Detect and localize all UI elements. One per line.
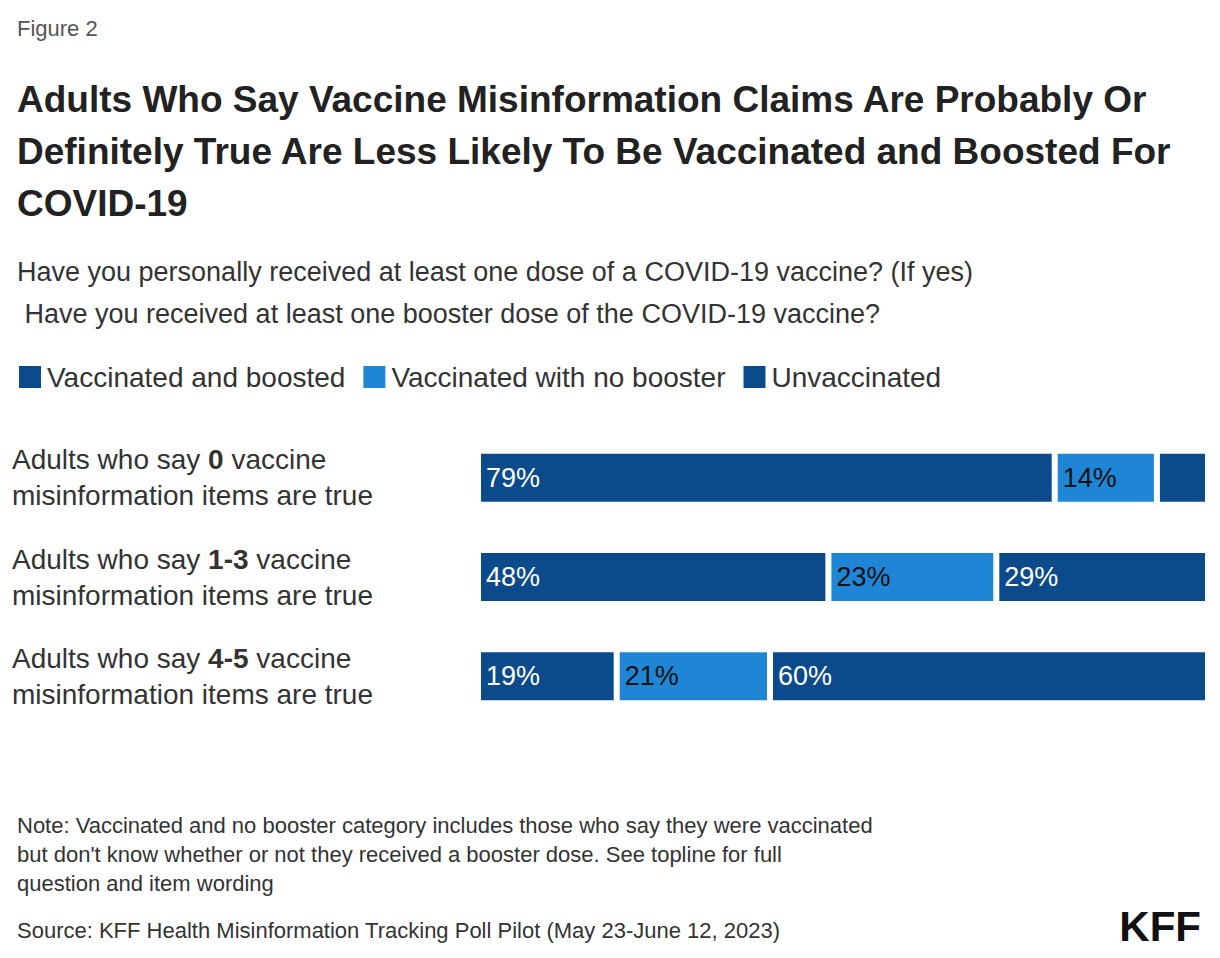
svg-text:Source: KFF Health Misinformat: Source: KFF Health Misinformation Tracki… [17, 918, 780, 943]
svg-text:4-5: 4-5 [208, 643, 248, 674]
svg-text:who: who [97, 544, 149, 575]
svg-text:Vaccinated with no booster: Vaccinated with no booster [391, 362, 725, 393]
svg-text:vaccine: vaccine [256, 643, 351, 674]
svg-text:vaccine: vaccine [256, 544, 351, 575]
svg-text:true: true [325, 480, 373, 511]
svg-text:48%: 48% [486, 562, 540, 592]
svg-text:KFF: KFF [1119, 903, 1201, 950]
svg-text:Definitely True Are Less Likel: Definitely True Are Less Likely To Be Va… [17, 131, 1181, 172]
svg-text:say: say [157, 444, 201, 475]
svg-text:Adults Who Say Vaccine Misinfo: Adults Who Say Vaccine Misinformation Cl… [17, 79, 1157, 120]
svg-text:vaccine: vaccine [231, 444, 326, 475]
svg-text:who: who [97, 444, 149, 475]
svg-text:1-3: 1-3 [208, 544, 248, 575]
svg-text:Note: Vaccinated and no booste: Note: Vaccinated and no booster category… [17, 813, 879, 838]
svg-text:misinformation: misinformation [12, 679, 194, 710]
svg-text:who: who [97, 643, 149, 674]
svg-text:items: items [202, 679, 269, 710]
svg-text:Adults: Adults [12, 544, 90, 575]
svg-text:say: say [157, 544, 201, 575]
svg-text:items: items [202, 580, 269, 611]
svg-text:Have you received at least one: Have you received at least one booster d… [17, 299, 880, 329]
svg-text:Adults: Adults [12, 643, 90, 674]
svg-text:misinformation: misinformation [12, 580, 194, 611]
svg-text:true: true [325, 679, 373, 710]
svg-text:COVID-19: COVID-19 [17, 183, 188, 224]
svg-text:misinformation: misinformation [12, 480, 194, 511]
svg-text:are: are [277, 480, 317, 511]
svg-text:are: are [277, 679, 317, 710]
svg-text:Adults: Adults [12, 444, 90, 475]
svg-text:Vaccinated and boosted: Vaccinated and boosted [47, 362, 345, 393]
svg-text:are: are [277, 580, 317, 611]
svg-text:79%: 79% [486, 463, 540, 493]
svg-text:14%: 14% [1063, 463, 1117, 493]
svg-text:21%: 21% [625, 661, 679, 691]
svg-text:true: true [325, 580, 373, 611]
svg-text:0: 0 [208, 444, 224, 475]
svg-text:question and item wording: question and item wording [17, 871, 274, 896]
svg-text:19%: 19% [486, 661, 540, 691]
svg-text:23%: 23% [836, 562, 890, 592]
svg-text:but don't know whether or not: but don't know whether or not they recei… [17, 842, 788, 867]
svg-text:Have you personally received a: Have you personally received at least on… [17, 257, 973, 287]
svg-text:Figure 2: Figure 2 [17, 16, 98, 41]
svg-text:60%: 60% [778, 661, 832, 691]
svg-text:say: say [157, 643, 201, 674]
svg-text:items: items [202, 480, 269, 511]
svg-text:29%: 29% [1004, 562, 1058, 592]
svg-text:Unvaccinated: Unvaccinated [772, 362, 942, 393]
